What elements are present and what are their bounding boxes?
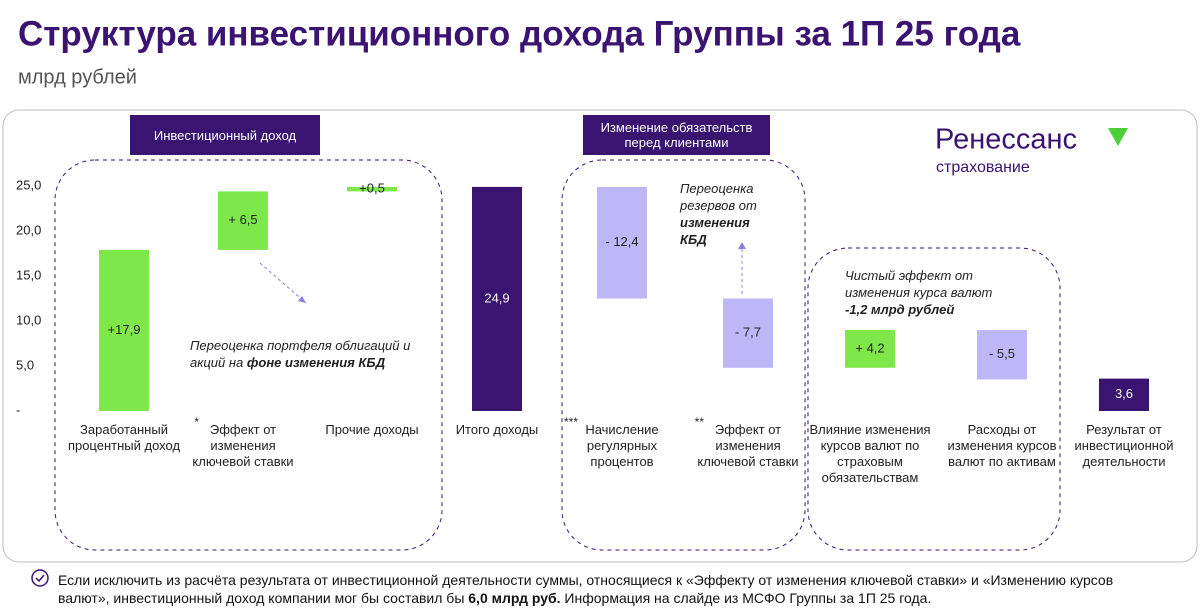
annotation: Переоценка резервов от изменения КБД [680,180,780,248]
bar [472,186,522,411]
bar [99,249,149,411]
logo-sub: страхование [936,159,1030,176]
x-tick-label: Заработанный процентный доход [67,422,181,453]
y-tick-label: 25,0 [16,177,41,192]
arrow-head [298,296,306,303]
value-label: - 12,4 [605,234,638,249]
value-label: - 7,7 [735,325,761,340]
annotation: Чистый эффект от изменения курса валют -… [845,267,1015,318]
annotation-bold: изменения КБД [680,215,750,247]
y-tick-label: 20,0 [16,222,41,237]
category-mark: *** [563,415,578,429]
x-tick-label: Результат от инвестиционной деятельности [1074,422,1174,469]
bar [347,186,397,192]
y-tick-label: - [16,402,20,417]
arrow [259,262,307,304]
footnote-bold: 6,0 млрд руб. [468,590,561,606]
annotation-bold: фоне изменения КБД [246,355,386,370]
category-mark: ** [694,415,704,429]
value-label: - 5,5 [989,346,1015,361]
footnote: Если исключить из расчёта результата от … [58,571,1168,607]
y-tick-label: 15,0 [16,267,41,282]
panel [2,109,1198,563]
bar [218,191,268,250]
bar [597,186,647,299]
bar [1099,378,1149,411]
bar [977,330,1027,380]
bar [723,298,773,368]
group-box [807,247,1061,551]
group-header: Изменение обязательств перед клиентами [583,115,770,155]
x-tick-label: Прочие доходы [325,422,419,437]
category-mark: * [194,415,199,429]
bar [845,330,895,368]
x-tick-label: Влияние изменения курсов валют по страхо… [809,422,931,485]
x-tick-label: Эффект от изменения ключевой ставки [697,422,799,469]
x-tick-label: Эффект от изменения ключевой ставки [192,422,294,469]
check-icon [35,574,45,583]
group-header: Инвестиционный доход [130,115,320,155]
annotation-text: Переоценка резервов от [680,181,757,213]
footnote-text: Информация на слайде из МСФО Группы за 1… [560,590,932,606]
logo-name: Ренессанс [935,124,1077,156]
value-label: +0,5 [359,181,385,196]
x-tick-label: Начисление регулярных процентов [585,422,659,469]
value-label: 3,6 [1115,386,1133,401]
title: Структура инвестиционного дохода Группы … [18,14,1021,53]
x-tick-label: Расходы от изменения курсов валют по акт… [947,422,1057,469]
footnote-text: Если исключить из расчёта результата от … [58,572,1114,606]
annotation-text: Переоценка портфеля облигаций и акций на [190,338,411,370]
annotation-text: Чистый эффект от изменения курса валют [845,268,993,300]
group-box [54,159,443,551]
y-tick-label: 5,0 [16,357,34,372]
y-tick-label: 10,0 [16,312,41,327]
annotation-bold: -1,2 млрд рублей [845,302,955,317]
value-label: + 4,2 [855,340,884,355]
value-label: + 6,5 [228,212,257,227]
x-tick-label: Итого доходы [455,422,539,437]
group-box [561,159,806,551]
value-label: +17,9 [108,322,141,337]
annotation: Переоценка портфеля облигаций и акций на… [190,337,440,371]
value-label: 24,9 [484,290,509,305]
subtitle: млрд рублей [18,66,137,88]
logo-mark [1108,128,1128,146]
arrow-head [738,242,746,249]
check-icon [31,569,49,587]
